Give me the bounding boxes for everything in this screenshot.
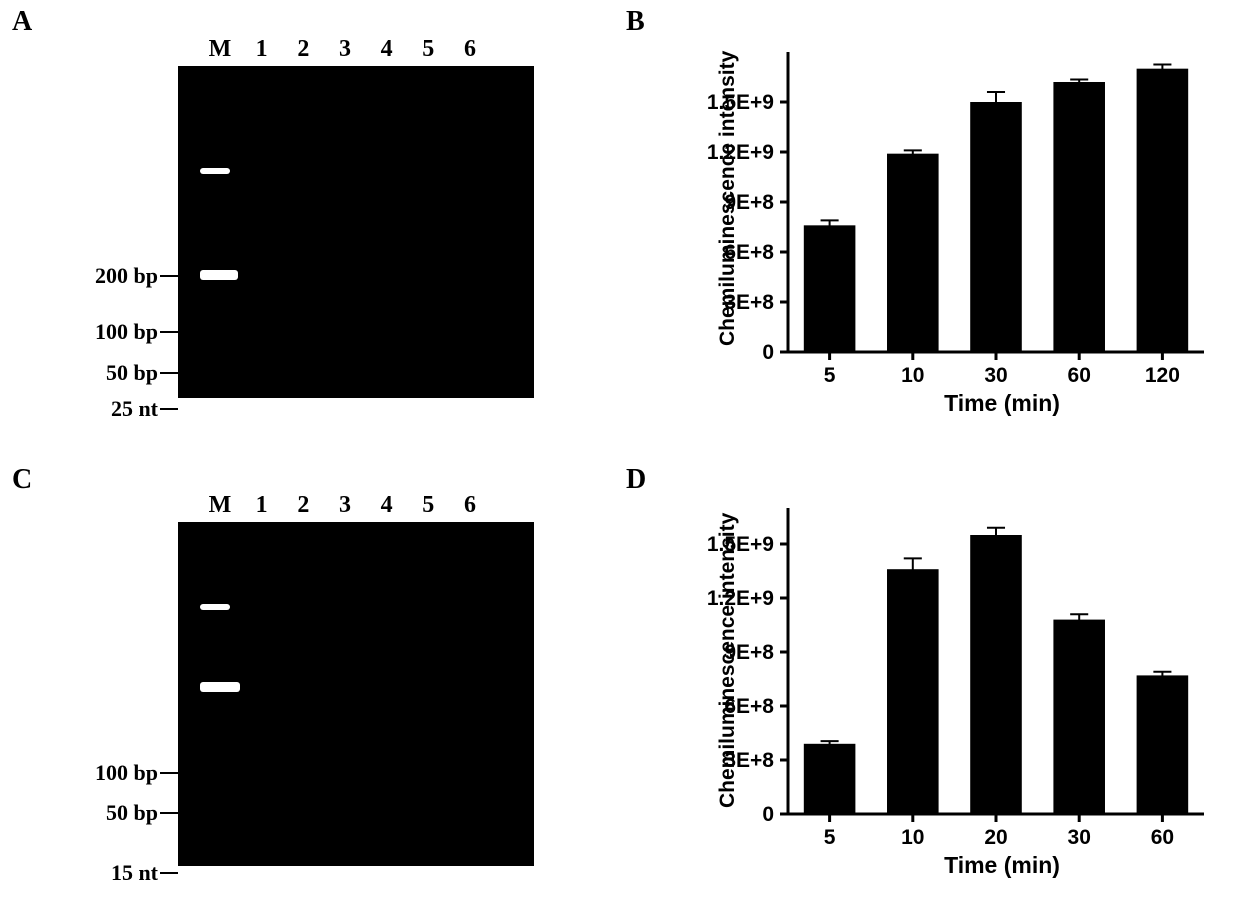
gel-lane-label: 3 (325, 36, 365, 63)
bar (1137, 69, 1189, 352)
x-tick-label: 30 (984, 364, 1007, 387)
x-tick-label: 60 (1068, 364, 1091, 387)
gel-size-tick (160, 275, 178, 277)
chart-y-axis-title: Chemiluminescence intensity (716, 51, 740, 346)
chart-svg: 03E+86E+89E+81.2E+91.5E+95103060120 (680, 42, 1228, 422)
gel-lane-label: M (200, 492, 240, 519)
panel-B: B Chemiluminescence intensity Time (min) 0 3… (620, 0, 1240, 460)
gel-band (200, 682, 240, 692)
gel-lane-label: 5 (408, 492, 448, 519)
bar (1053, 82, 1105, 352)
x-tick-label: 10 (901, 826, 924, 849)
gel-size-tick (160, 372, 178, 374)
bar (887, 154, 939, 352)
panel-A: A M123456 200 bp 100 bp 50 bp 25 nt (0, 0, 620, 460)
gel-band (200, 604, 230, 610)
y-tick-label: 0 (762, 341, 774, 364)
chart-svg: 03E+86E+89E+81.2E+91.5E+9510203060 (680, 498, 1228, 886)
panel-label: C (12, 464, 32, 496)
gel-wrap: M123456100 bp50 bp15 nt (178, 494, 534, 866)
bar (970, 102, 1022, 352)
gel-size-label: 100 bp (38, 760, 158, 786)
y-tick-label: 0 (762, 803, 774, 826)
gel-lane-header: M123456 (200, 492, 490, 519)
gel-lane-label: 2 (283, 492, 323, 519)
bar (970, 535, 1022, 814)
gel-size-label: 25 nt (38, 396, 158, 422)
bar (1137, 675, 1189, 814)
chart-x-axis-title: Time (min) (902, 390, 1102, 417)
panel-label: A (12, 6, 32, 38)
x-tick-label: 5 (824, 364, 836, 387)
x-tick-label: 5 (824, 826, 836, 849)
gel-lane-label: 4 (367, 492, 407, 519)
gel-image (178, 522, 534, 866)
gel-lane-label: 4 (367, 36, 407, 63)
gel-size-tick (160, 872, 178, 874)
panel-D: D Chemiluminescence intensity Time (min) 0 3… (620, 460, 1240, 919)
gel-size-tick (160, 408, 178, 410)
bar (1053, 620, 1105, 814)
gel-lane-label: 6 (450, 36, 490, 63)
chart-wrap: Chemiluminescence intensityTime (min)03E… (680, 498, 1228, 886)
gel-size-tick (160, 812, 178, 814)
gel-image (178, 66, 534, 398)
bar (804, 225, 856, 352)
gel-lane-label: 1 (242, 36, 282, 63)
gel-band (200, 270, 238, 280)
bar (887, 569, 939, 814)
panel-label: D (626, 464, 646, 496)
gel-band (200, 168, 230, 174)
chart-wrap: Chemiluminescence intensityTime (min)03E… (680, 42, 1228, 422)
panel-label: B (626, 6, 645, 38)
gel-size-label: 100 bp (38, 319, 158, 345)
gel-lane-header: M123456 (200, 36, 490, 63)
gel-size-label: 15 nt (38, 860, 158, 886)
figure-grid: AM123456200 bp100 bp50 bp25 nt BChemilum… (0, 0, 1240, 919)
gel-size-label: 50 bp (38, 360, 158, 386)
gel-size-tick (160, 331, 178, 333)
x-tick-label: 120 (1145, 364, 1180, 387)
x-tick-label: 30 (1068, 826, 1091, 849)
x-tick-label: 20 (984, 826, 1007, 849)
gel-lane-label: 3 (325, 492, 365, 519)
gel-wrap: M123456200 bp100 bp50 bp25 nt (178, 38, 534, 398)
gel-size-label: 200 bp (38, 263, 158, 289)
gel-lane-label: 5 (408, 36, 448, 63)
gel-lane-label: 1 (242, 492, 282, 519)
gel-lane-label: M (200, 36, 240, 63)
gel-size-label: 50 bp (38, 800, 158, 826)
x-tick-label: 60 (1151, 826, 1174, 849)
panel-C: C M123456 100 bp 50 bp 15 nt (0, 460, 620, 919)
bar (804, 744, 856, 814)
gel-lane-label: 6 (450, 492, 490, 519)
gel-lane-label: 2 (283, 36, 323, 63)
x-tick-label: 10 (901, 364, 924, 387)
chart-y-axis-title: Chemiluminescence intensity (716, 513, 740, 808)
gel-size-tick (160, 772, 178, 774)
chart-x-axis-title: Time (min) (902, 852, 1102, 879)
